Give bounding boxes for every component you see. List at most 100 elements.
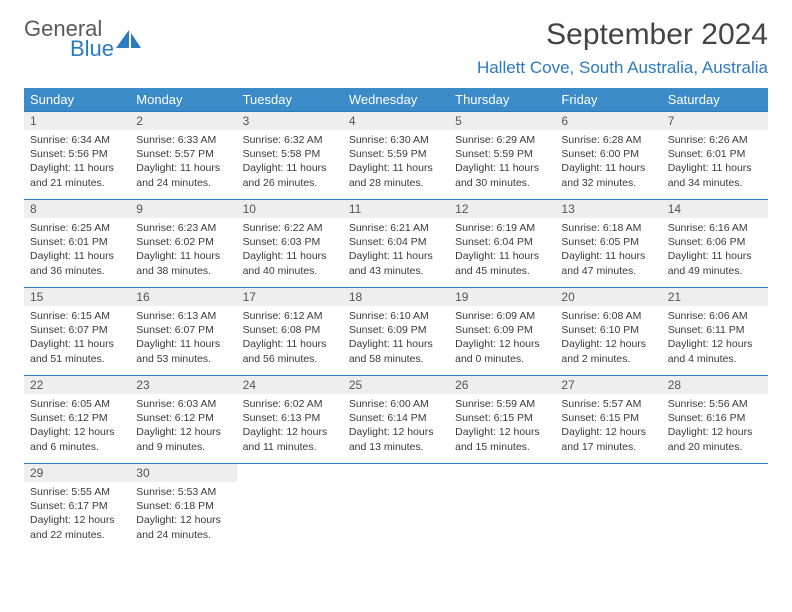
sunset-text: Sunset: 6:16 PM xyxy=(668,411,762,425)
day-cell xyxy=(662,464,768,552)
sunrise-text: Sunrise: 6:02 AM xyxy=(243,397,337,411)
day-cell: 19Sunrise: 6:09 AMSunset: 6:09 PMDayligh… xyxy=(449,288,555,376)
day-number: 15 xyxy=(24,288,130,306)
sunset-text: Sunset: 6:18 PM xyxy=(136,499,230,513)
day-cell xyxy=(343,464,449,552)
week-row: 15 Sunrise: 6:15 AMSunset: 6:07 PM Dayligh… xyxy=(24,288,768,376)
header: General Blue September 2024 Hallett Cove… xyxy=(24,18,768,78)
daylight-line2: and 21 minutes. xyxy=(30,176,124,190)
daylight-line2: and 17 minutes. xyxy=(561,440,655,454)
sunrise-text: Sunrise: 6:25 AM xyxy=(30,221,124,235)
sunrise-text: Sunrise: 6:19 AM xyxy=(455,221,549,235)
sunrise-text: Sunrise: 6:08 AM xyxy=(561,309,655,323)
day-body: Sunrise: 6:29 AMSunset: 5:59 PMDaylight:… xyxy=(449,130,555,194)
weekday-header: Sunday xyxy=(24,88,130,112)
day-cell: 22Sunrise: 6:05 AMSunset: 6:12 PMDayligh… xyxy=(24,376,130,464)
day-cell: 6Sunrise: 6:28 AMSunset: 6:00 PMDaylight… xyxy=(555,112,661,200)
day-body: Sunrise: 6:25 AMSunset: 6:01 PMDaylight:… xyxy=(24,218,130,282)
sunrise-text: Sunrise: 6:32 AM xyxy=(243,133,337,147)
day-cell: 1Sunrise: 6:34 AMSunset: 5:56 PMDaylight… xyxy=(24,112,130,200)
day-cell: 9Sunrise: 6:23 AMSunset: 6:02 PMDaylight… xyxy=(130,200,236,288)
sunrise-text: Sunrise: 6:03 AM xyxy=(136,397,230,411)
day-number: 10 xyxy=(237,200,343,218)
daylight-line1: Daylight: 11 hours xyxy=(455,249,549,263)
sunrise-text: Sunrise: 6:13 AM xyxy=(136,309,230,323)
sunset-text: Sunset: 6:03 PM xyxy=(243,235,337,249)
day-cell: 16Sunrise: 6:13 AMSunset: 6:07 PMDayligh… xyxy=(130,288,236,376)
sunset-text: Sunset: 6:07 PM xyxy=(30,323,124,337)
day-body: Sunrise: 6:22 AMSunset: 6:03 PMDaylight:… xyxy=(237,218,343,282)
day-body: Sunrise: 6:03 AMSunset: 6:12 PMDaylight:… xyxy=(130,394,236,458)
daylight-line2: and 22 minutes. xyxy=(30,528,124,542)
daylight-line2: and 49 minutes. xyxy=(668,264,762,278)
day-number: 23 xyxy=(130,376,236,394)
day-number: 14 xyxy=(662,200,768,218)
day-cell: 8Sunrise: 6:25 AMSunset: 6:01 PMDaylight… xyxy=(24,200,130,288)
daylight-line2: and 9 minutes. xyxy=(136,440,230,454)
weekday-header: Wednesday xyxy=(343,88,449,112)
daylight-line2: and 40 minutes. xyxy=(243,264,337,278)
sunrise-text: Sunrise: 6:09 AM xyxy=(455,309,549,323)
sunrise-text: Sunrise: 5:59 AM xyxy=(455,397,549,411)
daylight-line2: and 30 minutes. xyxy=(455,176,549,190)
weekday-header-row: Sunday Monday Tuesday Wednesday Thursday… xyxy=(24,88,768,112)
month-title: September 2024 xyxy=(477,18,768,52)
sunrise-text: Sunrise: 6:15 AM xyxy=(30,309,124,323)
daylight-line2: and 43 minutes. xyxy=(349,264,443,278)
daylight-line2: and 0 minutes. xyxy=(455,352,549,366)
sunset-text: Sunset: 6:09 PM xyxy=(349,323,443,337)
day-number: 5 xyxy=(449,112,555,130)
daylight-line1: Daylight: 11 hours xyxy=(30,249,124,263)
sunset-text: Sunset: 6:01 PM xyxy=(30,235,124,249)
daylight-line1: Daylight: 12 hours xyxy=(455,425,549,439)
sunset-text: Sunset: 6:05 PM xyxy=(561,235,655,249)
day-number: 19 xyxy=(449,288,555,306)
daylight-line1: Daylight: 12 hours xyxy=(668,337,762,351)
daylight-line1: Daylight: 11 hours xyxy=(243,249,337,263)
day-body: Sunrise: 6:12 AMSunset: 6:08 PMDaylight:… xyxy=(237,306,343,370)
day-number: 29 xyxy=(24,464,130,482)
daylight-line2: and 58 minutes. xyxy=(349,352,443,366)
day-cell: 4Sunrise: 6:30 AMSunset: 5:59 PMDaylight… xyxy=(343,112,449,200)
day-cell: 18Sunrise: 6:10 AMSunset: 6:09 PMDayligh… xyxy=(343,288,449,376)
sunrise-text: Sunrise: 5:53 AM xyxy=(136,485,230,499)
day-cell: 24Sunrise: 6:02 AMSunset: 6:13 PMDayligh… xyxy=(237,376,343,464)
weekday-header: Tuesday xyxy=(237,88,343,112)
sunrise-text: Sunrise: 6:30 AM xyxy=(349,133,443,147)
daylight-line2: and 24 minutes. xyxy=(136,528,230,542)
day-body: Sunrise: 6:10 AMSunset: 6:09 PMDaylight:… xyxy=(343,306,449,370)
daylight-line1: Daylight: 11 hours xyxy=(243,337,337,351)
weekday-header: Thursday xyxy=(449,88,555,112)
day-cell: 5Sunrise: 6:29 AMSunset: 5:59 PMDaylight… xyxy=(449,112,555,200)
sunrise-text: Sunrise: 6:23 AM xyxy=(136,221,230,235)
daylight-line1: Daylight: 12 hours xyxy=(136,425,230,439)
daylight-line2: and 38 minutes. xyxy=(136,264,230,278)
day-body: Sunrise: 5:55 AMSunset: 6:17 PMDaylight:… xyxy=(24,482,130,546)
day-body: Sunrise: 6:21 AMSunset: 6:04 PMDaylight:… xyxy=(343,218,449,282)
daylight-line1: Daylight: 11 hours xyxy=(561,249,655,263)
daylight-line1: Daylight: 11 hours xyxy=(561,161,655,175)
day-number: 27 xyxy=(555,376,661,394)
sunset-text: Sunset: 5:58 PM xyxy=(243,147,337,161)
title-block: September 2024 Hallett Cove, South Austr… xyxy=(477,18,768,78)
daylight-line1: Daylight: 12 hours xyxy=(349,425,443,439)
sunset-text: Sunset: 6:04 PM xyxy=(349,235,443,249)
day-cell: 26Sunrise: 5:59 AMSunset: 6:15 PMDayligh… xyxy=(449,376,555,464)
day-number: 28 xyxy=(662,376,768,394)
day-number: 17 xyxy=(237,288,343,306)
daylight-line2: and 51 minutes. xyxy=(30,352,124,366)
day-body: Sunrise: 6:32 AMSunset: 5:58 PMDaylight:… xyxy=(237,130,343,194)
day-cell: 14Sunrise: 6:16 AMSunset: 6:06 PMDayligh… xyxy=(662,200,768,288)
day-number: 8 xyxy=(24,200,130,218)
sunset-text: Sunset: 6:15 PM xyxy=(561,411,655,425)
daylight-line2: and 24 minutes. xyxy=(136,176,230,190)
daylight-line2: and 4 minutes. xyxy=(668,352,762,366)
day-cell: 15Sunrise: 6:15 AMSunset: 6:07 PMDayligh… xyxy=(24,288,130,376)
daylight-line1: Daylight: 12 hours xyxy=(243,425,337,439)
daylight-line1: Daylight: 12 hours xyxy=(668,425,762,439)
day-number: 1 xyxy=(24,112,130,130)
sunset-text: Sunset: 6:12 PM xyxy=(30,411,124,425)
daylight-line1: Daylight: 11 hours xyxy=(455,161,549,175)
day-number: 26 xyxy=(449,376,555,394)
day-number: 30 xyxy=(130,464,236,482)
